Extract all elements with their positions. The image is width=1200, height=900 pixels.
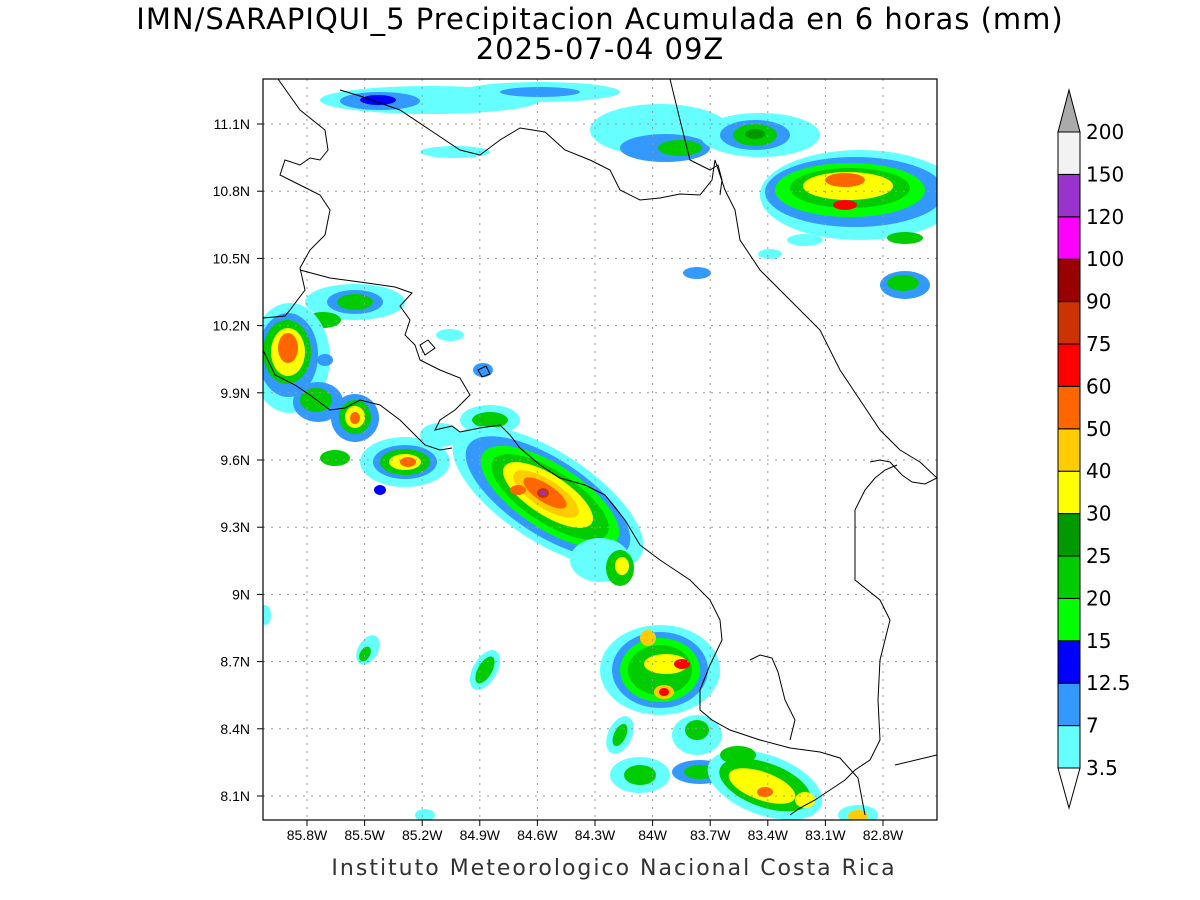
lon-tick-label: 82.8W	[863, 827, 904, 843]
colorbar-label: 150	[1086, 162, 1124, 186]
colorbar-box	[1057, 513, 1081, 557]
colorbar-box	[1057, 301, 1081, 345]
lon-tick-label: 84W	[638, 827, 668, 843]
colorbar-box	[1057, 725, 1081, 769]
colorbar-box	[1057, 682, 1081, 727]
precip-cell-northeast	[683, 150, 937, 299]
lat-tick-label: 11.1N	[214, 116, 250, 132]
lon-tick-label: 83.4W	[748, 827, 789, 843]
colorbar-box	[1057, 343, 1081, 387]
coastlines	[263, 79, 937, 816]
lon-tick-label: 85.2W	[402, 827, 443, 843]
lon-tick-label: 84.9W	[460, 827, 501, 843]
colorbar-label: 20	[1086, 586, 1111, 610]
colorbar-box	[1057, 555, 1081, 599]
precip-cell-south	[263, 605, 878, 820]
precip-cell-northwest	[263, 284, 493, 466]
footer-credit: Instituto Meteorologico Nacional Costa R…	[331, 856, 897, 881]
colorbar-box	[1057, 597, 1081, 642]
lon-tick-label: 85.8W	[287, 827, 328, 843]
longitude-labels: 85.8W 85.5W 85.2W 84.9W 84.6W 84.3W 84W 83.7W 83…	[287, 820, 904, 843]
lon-tick-label: 83.1W	[805, 827, 846, 843]
colorbar-label: 7	[1086, 714, 1099, 738]
grid-lines	[263, 79, 937, 820]
lat-tick-label: 10.5N	[213, 250, 250, 266]
lat-tick-label: 9.9N	[220, 385, 250, 401]
lon-tick-label: 84.6W	[517, 827, 558, 843]
colorbar-label: 25	[1086, 544, 1111, 568]
colorbar-box	[1057, 216, 1081, 260]
lat-tick-label: 10.8N	[213, 183, 250, 199]
colorbar-label: 100	[1086, 247, 1124, 271]
map-date: 2025-07-04 09Z	[475, 32, 725, 66]
map-title: IMN/SARAPIQUI_5 Precipitacion Acumulada …	[136, 2, 1064, 36]
lat-tick-label: 8.4N	[220, 721, 250, 737]
lon-tick-label: 85.5W	[344, 827, 385, 843]
precipitation-field	[263, 82, 937, 820]
colorbar-label: 50	[1086, 417, 1111, 441]
colorbar-box	[1057, 131, 1081, 175]
precip-cell-north-band	[320, 82, 820, 162]
colorbar-label: 90	[1086, 290, 1111, 314]
colorbar-label: 12.5	[1086, 671, 1131, 695]
colorbar-label: 60	[1086, 374, 1111, 398]
colorbar-box	[1057, 640, 1081, 684]
colorbar-label: 120	[1086, 205, 1124, 229]
colorbar-label: 200	[1086, 120, 1124, 144]
lat-tick-label: 9.3N	[220, 519, 250, 535]
colorbar: 3.5 7 12.5 15 20 25 30 40 50 60 75 90 100 120 150 200	[1057, 88, 1131, 810]
colorbar-box	[1057, 173, 1081, 218]
colorbar-box	[1057, 258, 1081, 303]
colorbar-label: 75	[1086, 332, 1111, 356]
colorbar-label: 30	[1086, 502, 1111, 526]
colorbar-label: 40	[1086, 459, 1111, 483]
lat-tick-label: 10.2N	[213, 318, 250, 334]
colorbar-label: 3.5	[1086, 756, 1118, 780]
colorbar-arrow-low	[1057, 767, 1081, 810]
plot-frame	[262, 78, 938, 821]
precip-cell-nicoya	[360, 405, 520, 495]
colorbar-box	[1057, 428, 1081, 472]
colorbar-box	[1057, 385, 1081, 430]
precip-cell-central	[452, 426, 644, 586]
colorbar-arrow-high	[1057, 88, 1081, 133]
latitude-labels: 11.1N 10.8N 10.5N 10.2N 9.9N 9.6N 9.3N 9N 8.7N 8.…	[213, 116, 263, 804]
lat-tick-label: 9N	[232, 586, 250, 602]
lat-tick-label: 9.6N	[220, 452, 250, 468]
colorbar-box	[1057, 470, 1081, 515]
lat-tick-label: 8.1N	[220, 788, 250, 804]
colorbar-label: 15	[1086, 629, 1111, 653]
lat-tick-label: 8.7N	[220, 654, 250, 670]
lon-tick-label: 84.3W	[575, 827, 616, 843]
lon-tick-label: 83.7W	[690, 827, 731, 843]
